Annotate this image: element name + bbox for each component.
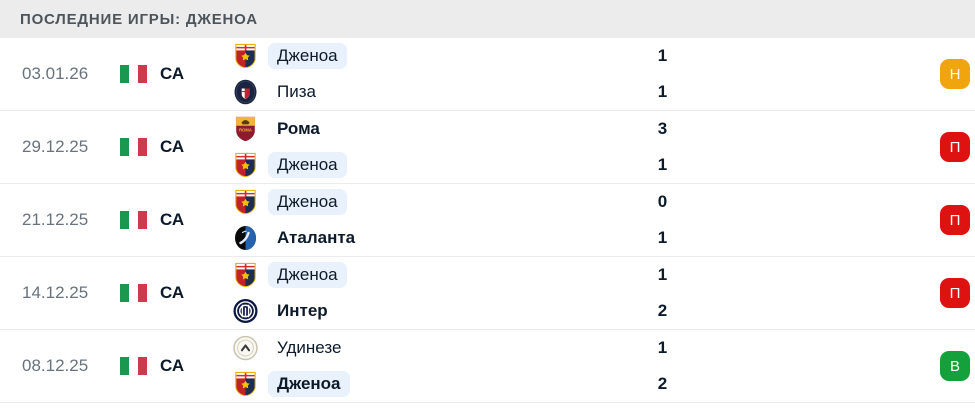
teams-column: Рома Дженоа: [233, 111, 347, 183]
match-row[interactable]: 29.12.25 СА Рома Дженоа 3 1 П: [0, 111, 975, 184]
match-date: 29.12.25: [22, 137, 89, 156]
score-column: 1 2: [640, 257, 685, 329]
teams-column: Дженоа Пиза: [233, 38, 347, 110]
home-team-name[interactable]: Дженоа: [268, 43, 347, 69]
genoa-logo-icon: [233, 43, 258, 69]
genoa-logo-icon: [233, 152, 258, 178]
home-team-name[interactable]: Удинезе: [277, 338, 342, 357]
italy-flag-icon: [120, 284, 147, 302]
home-score: 1: [657, 46, 668, 65]
home-score: 0: [657, 192, 668, 211]
udinese-logo-icon: [233, 335, 258, 361]
away-team: Дженоа: [233, 371, 350, 397]
teams-column: Удинезе Дженоа: [233, 330, 350, 402]
match-date: 21.12.25: [22, 210, 89, 229]
away-score: 2: [657, 301, 668, 320]
atalanta-logo-icon: [233, 225, 258, 251]
away-team-name[interactable]: Аталанта: [277, 228, 356, 247]
result-badge: П: [940, 132, 970, 162]
away-team-name[interactable]: Интер: [277, 301, 328, 320]
home-team: Дженоа: [233, 189, 364, 215]
home-team-name[interactable]: Рома: [277, 119, 320, 138]
widget-header: ПОСЛЕДНИЕ ИГРЫ: ДЖЕНОА: [0, 0, 975, 38]
genoa-logo-icon: [233, 189, 258, 215]
match-date: 03.01.26: [22, 64, 89, 83]
home-score: 1: [657, 265, 668, 284]
inter-logo-icon: [233, 298, 258, 324]
result-badge: П: [940, 278, 970, 308]
match-date: 08.12.25: [22, 356, 89, 375]
teams-column: Дженоа Интер: [233, 257, 347, 329]
competition-label: СА: [160, 283, 185, 302]
away-team: Пиза: [233, 79, 347, 105]
away-team-name[interactable]: Пиза: [277, 82, 316, 101]
match-row[interactable]: 08.12.25 СА Удинезе Дженоа 1 2 В: [0, 330, 975, 403]
result-badge: П: [940, 205, 970, 235]
away-score: 2: [657, 374, 668, 393]
match-date: 14.12.25: [22, 283, 89, 302]
away-score: 1: [657, 228, 668, 247]
italy-flag-icon: [120, 357, 147, 375]
away-score: 1: [657, 155, 668, 174]
match-list: 03.01.26 СА Дженоа Пиза 1 1 Н 29.12.2: [0, 38, 975, 403]
home-team-name[interactable]: Дженоа: [268, 189, 347, 215]
away-score: 1: [657, 82, 668, 101]
italy-flag-icon: [120, 211, 147, 229]
competition-label: СА: [160, 137, 185, 156]
away-team-name[interactable]: Дженоа: [268, 371, 350, 397]
away-team: Интер: [233, 298, 347, 324]
competition-label: СА: [160, 210, 185, 229]
score-column: 0 1: [640, 184, 685, 256]
home-team: Удинезе: [233, 335, 350, 361]
home-team: Дженоа: [233, 262, 347, 288]
genoa-logo-icon: [233, 371, 258, 397]
roma-logo-icon: [233, 116, 258, 142]
home-team: Рома: [233, 116, 347, 142]
result-badge: Н: [940, 59, 970, 89]
italy-flag-icon: [120, 65, 147, 83]
competition-label: СА: [160, 64, 185, 83]
match-row[interactable]: 14.12.25 СА Дженоа Интер 1 2 П: [0, 257, 975, 330]
match-row[interactable]: 21.12.25 СА Дженоа Аталанта 0 1 П: [0, 184, 975, 257]
pisa-logo-icon: [233, 79, 258, 105]
match-row[interactable]: 03.01.26 СА Дженоа Пиза 1 1 Н: [0, 38, 975, 111]
genoa-logo-icon: [233, 262, 258, 288]
competition-label: СА: [160, 356, 185, 375]
score-column: 1 1: [640, 38, 685, 110]
teams-column: Дженоа Аталанта: [233, 184, 364, 256]
away-team-name[interactable]: Дженоа: [268, 152, 347, 178]
away-team: Дженоа: [233, 152, 347, 178]
home-score: 3: [657, 119, 668, 138]
home-team-name[interactable]: Дженоа: [268, 262, 347, 288]
result-badge: В: [940, 351, 970, 381]
home-team: Дженоа: [233, 43, 347, 69]
widget-title: ПОСЛЕДНИЕ ИГРЫ: ДЖЕНОА: [20, 10, 258, 28]
score-column: 3 1: [640, 111, 685, 183]
away-team: Аталанта: [233, 225, 364, 251]
italy-flag-icon: [120, 138, 147, 156]
home-score: 1: [657, 338, 668, 357]
score-column: 1 2: [640, 330, 685, 402]
